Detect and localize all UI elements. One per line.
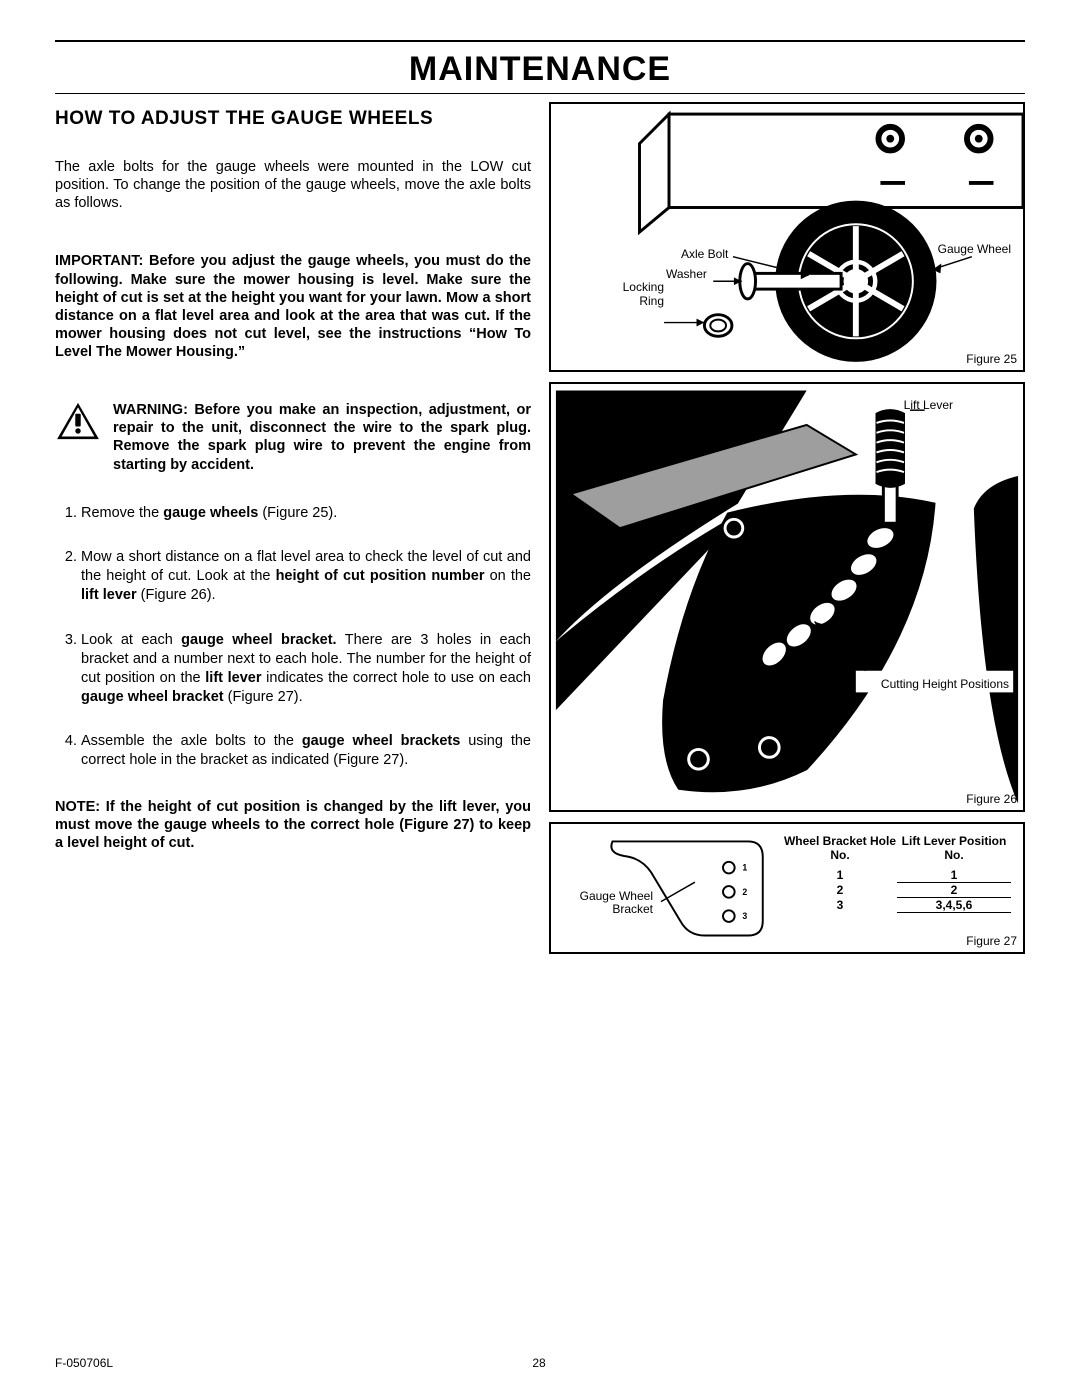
step-3: Look at each gauge wheel bracket. There … — [81, 631, 531, 706]
figure-26-caption: Figure 26 — [966, 792, 1017, 806]
note-paragraph: NOTE: If the height of cut position is c… — [55, 798, 531, 852]
step-2: Mow a short distance on a flat level are… — [81, 548, 531, 605]
footer-doc-id: F-050706L — [55, 1356, 113, 1370]
important-paragraph: IMPORTANT: Before you adjust the gauge w… — [55, 252, 531, 361]
label-cutting-positions: Cutting Height Positions — [881, 677, 1009, 691]
label-bracket: Gauge Wheel Bracket — [573, 890, 653, 916]
warning-block: WARNING: Before you make an inspection, … — [55, 401, 531, 474]
intro-paragraph: The axle bolts for the gauge wheels were… — [55, 158, 531, 212]
label-washer: Washer — [666, 267, 707, 281]
figure-25-caption: Figure 25 — [966, 352, 1017, 366]
left-column: HOW TO ADJUST THE GAUGE WHEELS The axle … — [55, 102, 531, 964]
figure-25: Axle Bolt Washer Locking Ring Gauge Whee… — [549, 102, 1025, 372]
section-title: HOW TO ADJUST THE GAUGE WHEELS — [55, 108, 531, 130]
warning-text: WARNING: Before you make an inspection, … — [113, 401, 531, 474]
figure-26-svg — [551, 384, 1023, 810]
step-4: Assemble the axle bolts to the gauge whe… — [81, 732, 531, 770]
figure-27-caption: Figure 27 — [966, 934, 1017, 948]
two-column-layout: HOW TO ADJUST THE GAUGE WHEELS The axle … — [55, 102, 1025, 964]
page-footer: F-050706L 28 — [55, 1356, 1025, 1370]
rule-under-title — [55, 93, 1025, 94]
label-lift-lever: Lift Lever — [904, 398, 953, 412]
figure-26: Lift Lever Cutting Height Positions Figu… — [549, 382, 1025, 812]
right-column: Axle Bolt Washer Locking Ring Gauge Whee… — [549, 102, 1025, 964]
figure-25-svg — [551, 104, 1023, 370]
page-title: MAINTENANCE — [55, 44, 1025, 93]
steps-list: Remove the gauge wheels (Figure 25). Mow… — [55, 504, 531, 770]
label-gauge-wheel: Gauge Wheel — [938, 242, 1011, 256]
warning-icon — [55, 401, 101, 474]
step-1: Remove the gauge wheels (Figure 25). — [81, 504, 531, 523]
label-axle-bolt: Axle Bolt — [681, 247, 728, 261]
rule-top — [55, 40, 1025, 42]
figure-27: 1 2 3 Gauge Wheel Bracket Wheel Bracket … — [549, 822, 1025, 954]
svg-text:1: 1 — [742, 863, 747, 873]
footer-page-number: 28 — [532, 1356, 545, 1370]
figure-27-table: Wheel Bracket Hole No. Lift Lever Positi… — [783, 834, 1011, 913]
label-locking-ring: Locking Ring — [609, 280, 664, 308]
svg-text:3: 3 — [742, 911, 747, 921]
svg-text:2: 2 — [742, 887, 747, 897]
